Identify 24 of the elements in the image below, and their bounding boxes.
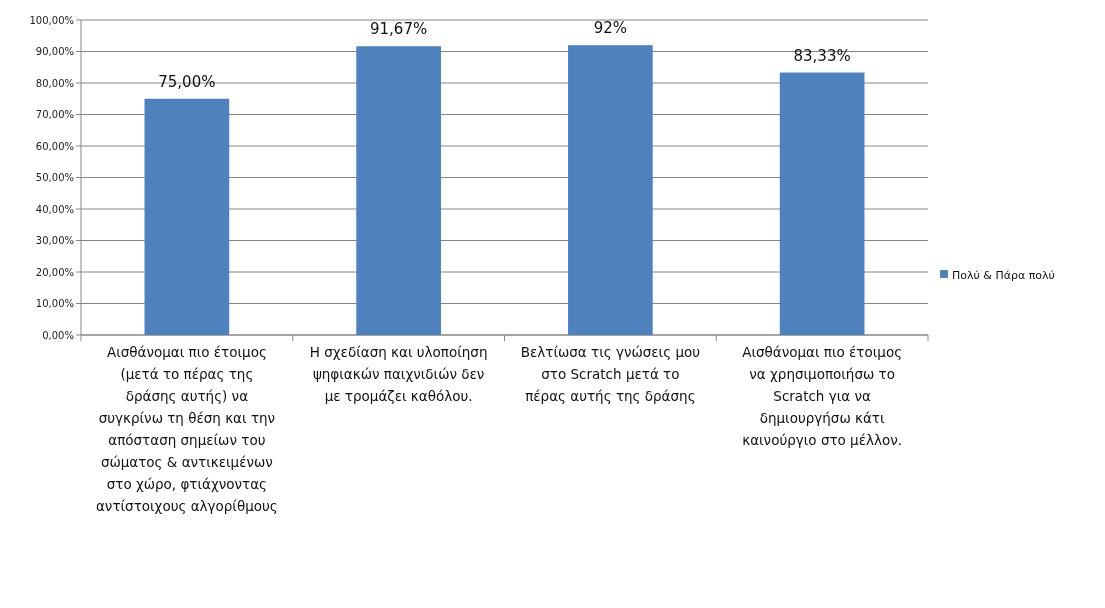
legend-label: Πολύ & Πάρα πολύ: [952, 268, 1055, 282]
data-label: 83,33%: [793, 46, 851, 65]
x-tick-label: Βελτίωσα τις γνώσεις μου στο Scratch μετά το πέρας αυτής της δράσης: [520, 344, 701, 404]
x-tick-label: Αισθάνομαι πιο έτοιμος να χρησιμοποιήσω το Scratch για να δημιουργήσω κάτι καινούργιο στο μέλλον.: [742, 344, 903, 448]
bar: [779, 72, 865, 335]
data-label: 91,67%: [370, 20, 428, 39]
y-tick-label: 0,00%: [42, 329, 74, 341]
bar: [568, 45, 653, 335]
data-label: 92%: [593, 19, 628, 38]
y-tick-label: 60,00%: [35, 140, 74, 152]
x-tick-label: Αισθάνομαι πιο έτοιμος (μετά το πέρας της δράσης αυτής) να συγκρίνω τη θέση και την απόσταση σημείων του σώματος & αντικειμένων στο χώρο, φτιάχνοντας αντίστοιχους αλγορίθμους: [95, 344, 278, 514]
y-tick-label: 70,00%: [35, 109, 74, 120]
data-label: 75,00%: [158, 72, 216, 91]
y-tick-label: 90,00%: [35, 46, 74, 57]
y-tick-label: 50,00%: [35, 172, 74, 183]
y-tick-label: 80,00%: [35, 77, 74, 89]
bar: [144, 98, 230, 335]
x-tick-label: Η σχεδίαση και υλοποίηση ψηφιακών παιχνιδιών δεν με τρομάζει καθόλου.: [309, 344, 488, 404]
y-tick-label: 40,00%: [35, 203, 74, 215]
y-tick-label: 20,00%: [35, 266, 74, 278]
y-tick-label: 10,00%: [35, 298, 74, 309]
y-tick-label: 100,00%: [29, 14, 74, 26]
bar: [356, 46, 441, 335]
y-tick-label: 30,00%: [35, 235, 74, 246]
